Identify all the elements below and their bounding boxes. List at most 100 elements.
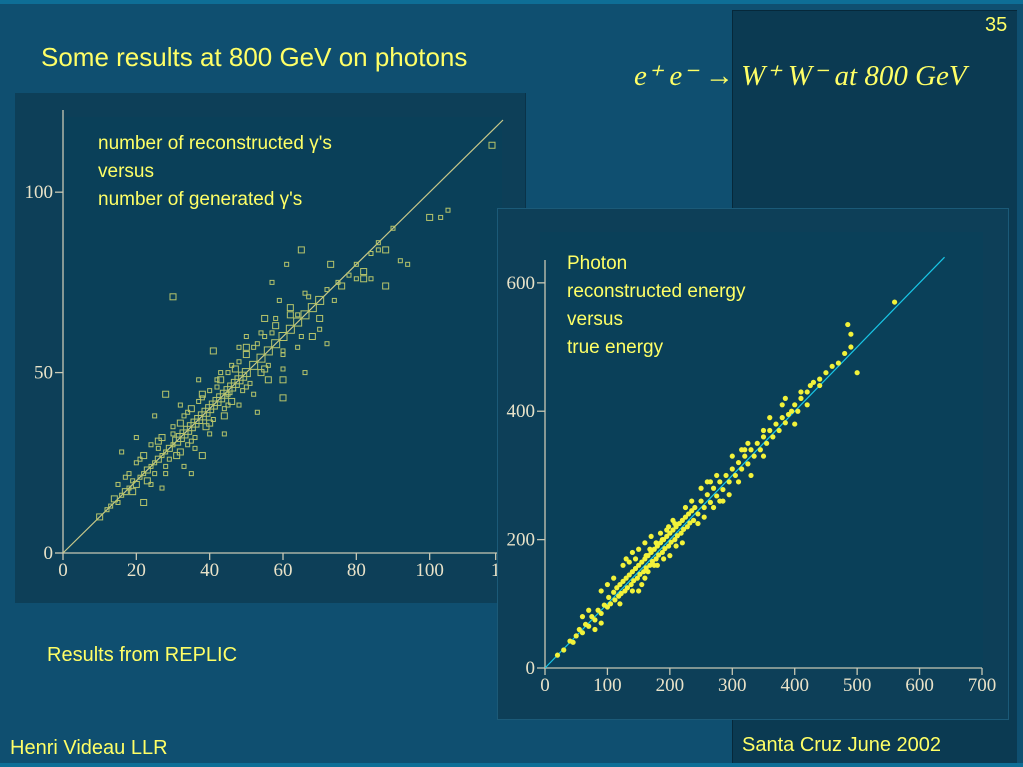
data-point	[641, 569, 647, 575]
data-point	[240, 388, 246, 394]
data-point	[231, 365, 239, 373]
data-point	[181, 413, 187, 419]
data-point	[488, 141, 496, 149]
data-point	[375, 240, 381, 246]
data-point	[720, 486, 726, 493]
data-point	[643, 553, 649, 559]
data-point	[155, 445, 161, 451]
data-point	[188, 471, 194, 477]
data-point	[115, 481, 121, 487]
data-point	[674, 533, 680, 539]
data-point	[680, 526, 687, 532]
data-point	[298, 334, 304, 339]
data-point	[130, 478, 136, 484]
data-point	[810, 379, 817, 385]
data-point	[438, 214, 444, 220]
data-point	[262, 334, 268, 339]
data-point	[192, 435, 198, 441]
data-point	[251, 344, 257, 350]
data-point	[121, 488, 129, 496]
data-point	[170, 431, 176, 437]
y-tick-label: 200	[507, 530, 536, 551]
data-point	[293, 317, 303, 327]
data-point	[606, 594, 612, 600]
data-point	[360, 268, 368, 276]
data-point	[251, 391, 257, 397]
data-point	[375, 247, 381, 253]
data-point	[611, 589, 617, 595]
data-point	[667, 530, 673, 536]
data-point	[278, 332, 288, 341]
data-point	[854, 370, 860, 376]
data-point	[636, 562, 642, 568]
data-point	[273, 315, 279, 321]
data-point	[295, 312, 301, 318]
data-point	[257, 369, 265, 377]
data-point	[133, 460, 139, 466]
data-point	[817, 382, 823, 389]
data-point	[692, 504, 698, 511]
data-point	[209, 347, 217, 355]
data-point	[892, 299, 898, 305]
data-point	[119, 449, 125, 455]
data-point	[645, 569, 651, 575]
data-point	[249, 360, 259, 370]
data-point	[426, 213, 434, 221]
data-point	[225, 402, 231, 408]
data-point	[302, 290, 308, 296]
data-point	[673, 543, 679, 549]
data-point	[338, 282, 346, 290]
data-point	[196, 377, 202, 383]
data-point	[185, 409, 191, 415]
data-point	[192, 445, 198, 451]
data-point	[254, 341, 260, 347]
data-point	[848, 331, 854, 337]
data-point	[258, 330, 264, 336]
data-point	[643, 565, 649, 571]
data-point	[682, 504, 689, 511]
data-point	[119, 492, 125, 498]
x-tick-label: 100	[415, 560, 444, 581]
data-point	[140, 452, 148, 460]
data-point	[170, 424, 176, 430]
data-point	[689, 508, 695, 514]
data-point	[698, 498, 704, 504]
data-point	[598, 610, 604, 617]
left-annotation-line-3: number of generated γ's	[98, 189, 303, 210]
data-point	[620, 578, 626, 584]
data-point	[286, 311, 294, 319]
data-point	[678, 530, 684, 536]
data-point	[679, 540, 685, 546]
data-point	[315, 295, 325, 305]
data-point	[739, 447, 745, 453]
data-point	[137, 456, 143, 462]
data-point	[745, 440, 751, 446]
data-point	[647, 562, 653, 568]
data-point	[695, 511, 701, 517]
data-point	[717, 479, 723, 485]
data-point	[217, 376, 225, 384]
data-point	[698, 485, 704, 491]
data-point	[154, 455, 162, 463]
data-point	[247, 380, 253, 386]
data-point	[748, 472, 754, 479]
data-point	[626, 572, 632, 578]
data-point	[236, 402, 242, 408]
x-tick-label: 20	[127, 560, 146, 581]
x-tick-label: 1	[491, 560, 501, 581]
data-point	[210, 416, 216, 422]
data-point	[185, 442, 191, 448]
data-point	[285, 324, 295, 334]
data-point	[570, 639, 576, 645]
data-point	[152, 460, 158, 466]
data-point	[561, 647, 567, 653]
data-point	[701, 504, 707, 511]
data-point	[177, 402, 183, 408]
data-point	[726, 492, 732, 498]
data-point	[573, 633, 579, 639]
data-point	[632, 556, 639, 562]
data-point	[115, 499, 121, 505]
data-point	[317, 326, 323, 332]
x-tick-label: 600	[905, 675, 934, 696]
data-point	[110, 495, 118, 503]
